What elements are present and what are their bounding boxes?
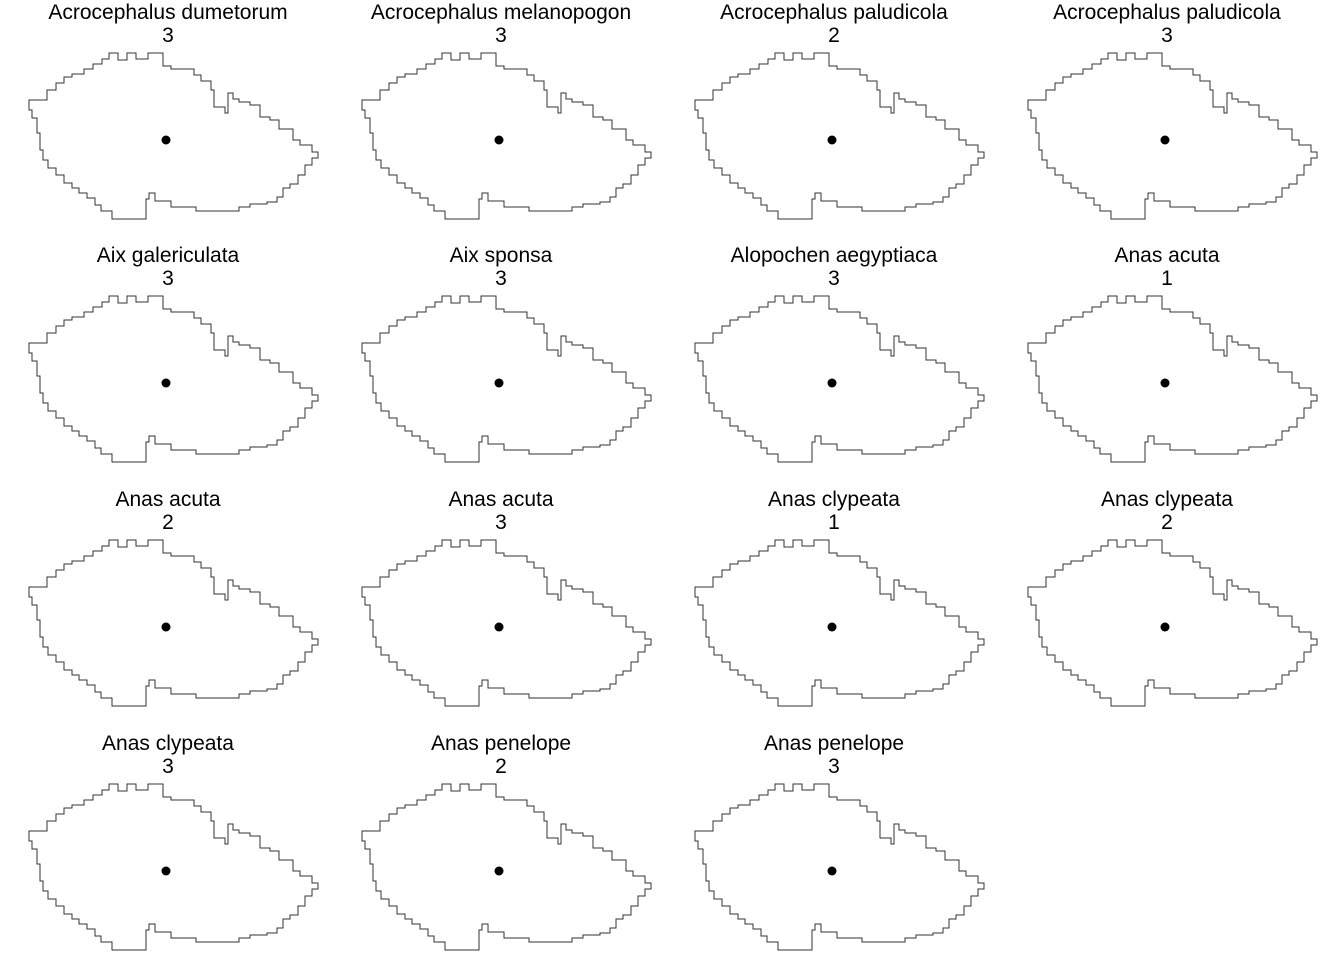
panel-title: Acrocephalus paludicola (1053, 1, 1281, 24)
country-outline (28, 783, 319, 951)
country-map (1027, 539, 1318, 707)
panel-subtitle: 3 (495, 267, 507, 290)
country-map (28, 295, 319, 463)
panel-subtitle: 2 (495, 755, 507, 778)
country-outline (28, 52, 319, 220)
country-map (28, 783, 319, 951)
country-map (361, 539, 652, 707)
map-panel: Acrocephalus melanopogon 3 (333, 0, 669, 243)
map-panel: Acrocephalus paludicola 3 (999, 0, 1335, 243)
country-outline (1027, 539, 1318, 707)
country-map (694, 539, 985, 707)
panel-title: Acrocephalus melanopogon (370, 1, 632, 24)
panel-subtitle: 3 (828, 267, 840, 290)
panel-title: Anas acuta (115, 488, 221, 511)
dot-marker (161, 378, 171, 388)
dot-marker (827, 135, 837, 145)
panel-subtitle: 3 (162, 267, 174, 290)
dot-marker (1160, 622, 1170, 632)
country-map (361, 295, 652, 463)
country-outline (361, 295, 652, 463)
map-panel: Anas clypeata 3 (0, 731, 336, 974)
panel-title: Anas penelope (430, 732, 572, 755)
panel-subtitle: 3 (162, 24, 174, 47)
map-panel: Anas clypeata 1 (666, 487, 1002, 730)
panel-subtitle: 2 (162, 511, 174, 534)
map-panel: Alopochen aegyptiaca 3 (666, 243, 1002, 486)
panel-subtitle: 1 (828, 511, 840, 534)
dot-marker (494, 866, 504, 876)
map-panel: Aix sponsa 3 (333, 243, 669, 486)
panel-title: Aix sponsa (449, 244, 553, 267)
country-map (361, 783, 652, 951)
dot-marker (494, 622, 504, 632)
dot-marker (827, 622, 837, 632)
panel-subtitle: 3 (495, 24, 507, 47)
panel-subtitle: 1 (1161, 267, 1173, 290)
country-map (28, 52, 319, 220)
country-outline (694, 783, 985, 951)
country-map (694, 295, 985, 463)
panel-title: Acrocephalus paludicola (720, 1, 948, 24)
country-outline (361, 539, 652, 707)
panel-subtitle: 2 (1161, 511, 1173, 534)
panel-subtitle: 2 (828, 24, 840, 47)
country-map (361, 52, 652, 220)
map-panel: Acrocephalus paludicola 2 (666, 0, 1002, 243)
panel-subtitle: 3 (162, 755, 174, 778)
dot-marker (827, 866, 837, 876)
panel-title: Acrocephalus dumetorum (48, 1, 288, 24)
panel-subtitle: 3 (828, 755, 840, 778)
dot-marker (1160, 378, 1170, 388)
map-panel: Anas clypeata 2 (999, 487, 1335, 730)
country-map (694, 783, 985, 951)
dot-marker (161, 866, 171, 876)
map-panel: Anas acuta 3 (333, 487, 669, 730)
country-outline (1027, 295, 1318, 463)
panel-title: Anas clypeata (768, 488, 900, 511)
country-outline (694, 539, 985, 707)
dot-marker (161, 135, 171, 145)
dot-marker (494, 135, 504, 145)
country-map (1027, 52, 1318, 220)
map-panel: Acrocephalus dumetorum 3 (0, 0, 336, 243)
country-outline (28, 539, 319, 707)
country-outline (1027, 52, 1318, 220)
country-outline (694, 295, 985, 463)
panel-title: Alopochen aegyptiaca (730, 244, 938, 267)
panel-title: Anas acuta (448, 488, 554, 511)
map-panel: Aix galericulata 3 (0, 243, 336, 486)
country-map (694, 52, 985, 220)
dot-marker (1160, 135, 1170, 145)
panel-title: Aix galericulata (96, 244, 240, 267)
dot-marker (494, 378, 504, 388)
map-panel: Anas acuta 1 (999, 243, 1335, 486)
map-panel: Anas penelope 2 (333, 731, 669, 974)
dot-marker (161, 622, 171, 632)
country-map (1027, 295, 1318, 463)
country-outline (694, 52, 985, 220)
country-outline (361, 783, 652, 951)
country-map (28, 539, 319, 707)
panel-title: Anas clypeata (102, 732, 234, 755)
map-panel: Anas penelope 3 (666, 731, 1002, 974)
panel-subtitle: 3 (495, 511, 507, 534)
country-outline (361, 52, 652, 220)
panel-subtitle: 3 (1161, 24, 1173, 47)
map-panel: Anas acuta 2 (0, 487, 336, 730)
panel-title: Anas clypeata (1101, 488, 1233, 511)
panel-title: Anas acuta (1114, 244, 1220, 267)
country-outline (28, 295, 319, 463)
panel-title: Anas penelope (763, 732, 905, 755)
dot-marker (827, 378, 837, 388)
